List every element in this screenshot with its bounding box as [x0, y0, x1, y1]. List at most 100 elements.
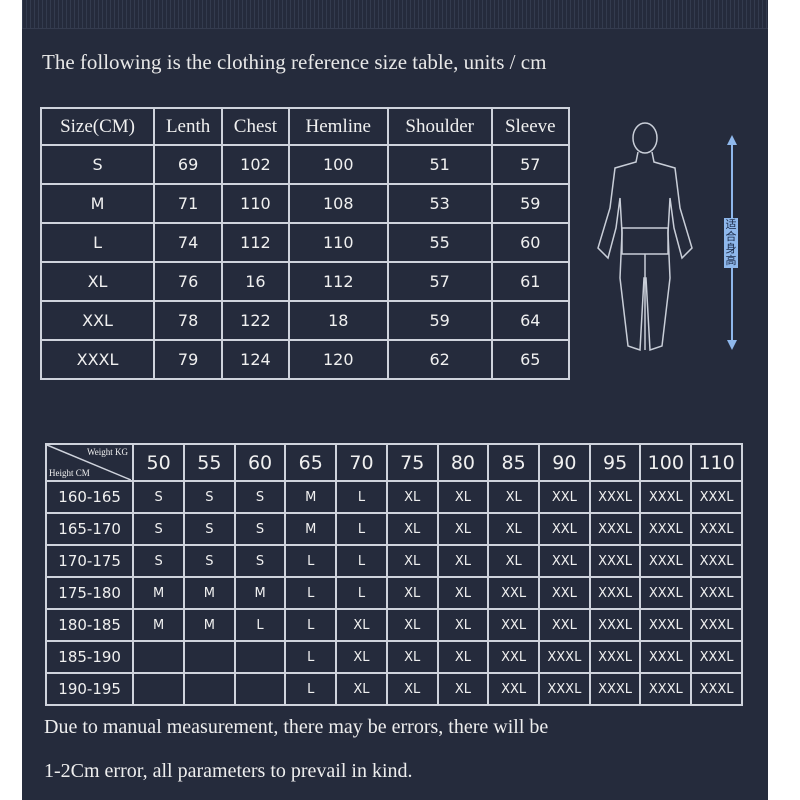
size-cell: 110: [287, 222, 389, 263]
fit-size-cell: L: [284, 672, 338, 706]
size-table-row: L 74 112 110 55 60: [39, 222, 571, 263]
fit-size-cell: XXXL: [588, 576, 642, 610]
fit-size-cell: XXXL: [690, 512, 743, 546]
fit-size-cell: S: [182, 480, 236, 514]
fit-size-cell: L: [233, 608, 287, 642]
fit-size-cell: L: [284, 576, 338, 610]
weight-header-cell: 70: [335, 443, 388, 482]
size-cell: XL: [39, 261, 156, 302]
size-cell: 112: [287, 261, 389, 302]
fit-table-row: 190-195 L XL XL XL XXL XXXL XXXL XXXL XXXL: [44, 672, 743, 706]
size-cell: 102: [221, 144, 290, 185]
fit-size-cell: XL: [436, 640, 490, 674]
fit-size-cell: S: [233, 480, 287, 514]
fit-size-cell: L: [284, 640, 338, 674]
weight-header-cell: 90: [538, 443, 591, 482]
note-line-1: Due to manual measurement, there may be …: [44, 716, 549, 738]
fit-size-cell: XXXL: [588, 640, 642, 674]
size-cell: 57: [386, 261, 493, 302]
fit-size-cell: XXL: [538, 576, 591, 610]
fit-size-cell: XL: [385, 608, 439, 642]
fit-size-cell: [132, 672, 185, 706]
size-cell: 78: [153, 300, 224, 341]
size-table-row: XXXL 79 124 120 62 65: [39, 339, 571, 380]
size-cell: 55: [386, 222, 493, 263]
fit-size-cell: L: [335, 512, 388, 546]
fit-size-cell: XXL: [487, 672, 540, 706]
fit-size-cell: XL: [385, 512, 439, 546]
size-cell: 108: [287, 183, 389, 224]
size-cell: 124: [221, 339, 290, 380]
size-cell: 51: [386, 144, 493, 185]
fit-size-cell: XXL: [538, 608, 591, 642]
fit-size-cell: M: [284, 512, 338, 546]
fit-size-cell: XL: [385, 544, 439, 578]
fit-size-cell: L: [284, 608, 338, 642]
size-cell: 57: [490, 144, 571, 185]
fit-size-cell: XL: [335, 608, 388, 642]
size-cell: L: [39, 222, 156, 263]
fit-size-cell: XXXL: [639, 512, 693, 546]
size-cell: 64: [490, 300, 571, 341]
fit-table-row: 160-165 S S S M L XL XL XL XXL XXXL XXXL XXXL: [44, 480, 743, 514]
fit-size-cell: [132, 640, 185, 674]
weight-header-cell: 55: [182, 443, 236, 482]
height-cell: 165-170: [44, 512, 135, 546]
weight-axis-label: Weight KG: [86, 447, 128, 457]
size-cell: 110: [221, 183, 290, 224]
corner-cell: Weight KG Height CM: [44, 443, 135, 482]
size-cell: 59: [386, 300, 493, 341]
fit-size-cell: L: [335, 480, 388, 514]
fit-size-cell: M: [284, 480, 338, 514]
fit-size-cell: [233, 672, 287, 706]
fit-size-cell: XXXL: [538, 640, 591, 674]
size-cell: M: [39, 183, 156, 224]
size-cell: 69: [153, 144, 224, 185]
fit-table-row: 165-170 S S S M L XL XL XL XXL XXXL XXXL XXXL: [44, 512, 743, 546]
fit-size-cell: XXXL: [588, 544, 642, 578]
fit-size-cell: XXXL: [690, 672, 743, 706]
height-cell: 185-190: [44, 640, 135, 674]
fit-size-cell: S: [182, 512, 236, 546]
fit-size-cell: XL: [436, 576, 490, 610]
fit-table-row: 170-175 S S S L L XL XL XL XXL XXXL XXXL XXXL: [44, 544, 743, 578]
height-cell: 180-185: [44, 608, 135, 642]
fit-size-cell: XXL: [538, 544, 591, 578]
weight-header-cell: 100: [639, 443, 693, 482]
size-cell: 122: [221, 300, 290, 341]
size-cell: 120: [287, 339, 389, 380]
fit-size-cell: M: [182, 576, 236, 610]
size-header-cell: Size(CM): [39, 107, 156, 146]
fit-size-cell: XXXL: [538, 672, 591, 706]
fit-size-cell: XXXL: [639, 480, 693, 514]
fit-size-cell: XL: [335, 640, 388, 674]
height-cell: 190-195: [44, 672, 135, 706]
height-label: 适合身高: [724, 218, 738, 268]
size-cell: XXL: [39, 300, 156, 341]
weight-header-cell: 95: [588, 443, 642, 482]
fit-size-cell: S: [233, 544, 287, 578]
fit-size-cell: XXXL: [690, 480, 743, 514]
fit-size-cell: XXXL: [588, 608, 642, 642]
size-header-cell: Lenth: [153, 107, 224, 146]
size-cell: 71: [153, 183, 224, 224]
ruler-decoration: [22, 0, 768, 29]
fit-size-cell: XXXL: [690, 640, 743, 674]
fit-table-header: Weight KG Height CM 50 55 60 65 70 75 80 85 90 95…: [44, 443, 743, 482]
size-table-row: XXL 78 122 18 59 64: [39, 300, 571, 341]
size-cell: 59: [490, 183, 571, 224]
fit-size-cell: XL: [385, 480, 439, 514]
fit-size-cell: XXL: [487, 576, 540, 610]
height-axis-label: Height CM: [49, 468, 90, 478]
fit-size-cell: S: [132, 512, 185, 546]
size-cell: 61: [490, 261, 571, 302]
size-cell: 100: [287, 144, 389, 185]
size-cell: 74: [153, 222, 224, 263]
fit-size-cell: XL: [436, 544, 490, 578]
fit-size-cell: [182, 640, 236, 674]
fit-size-cell: S: [132, 544, 185, 578]
size-cell: 16: [221, 261, 290, 302]
weight-header-cell: 85: [487, 443, 540, 482]
fit-size-cell: XXXL: [639, 576, 693, 610]
fit-size-cell: XXXL: [639, 544, 693, 578]
